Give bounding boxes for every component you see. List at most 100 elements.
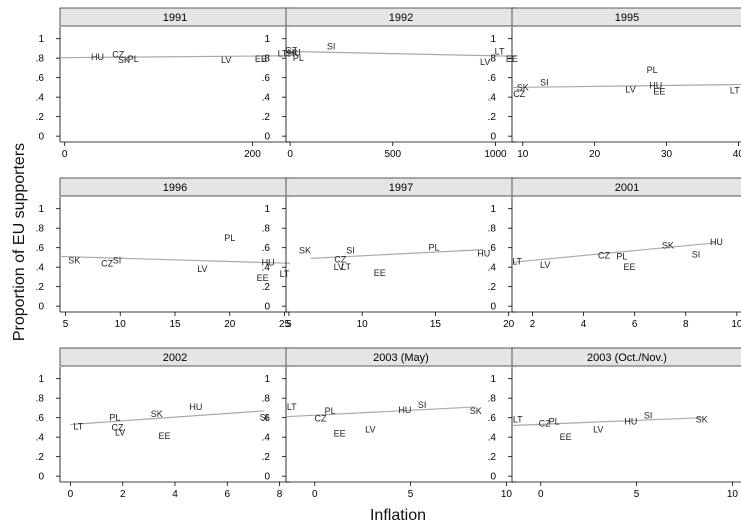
y-tick-label: .4 xyxy=(262,93,271,104)
x-tick-label: 8 xyxy=(277,489,283,500)
point-label-pl: PL xyxy=(428,243,439,253)
point-label-hu: HU xyxy=(477,249,490,259)
point-label-sk: SK xyxy=(299,246,311,256)
x-tick-label: 20 xyxy=(503,319,515,330)
fit-line xyxy=(310,249,484,259)
y-tick-label: .2 xyxy=(262,452,271,463)
panel-title: 1991 xyxy=(163,12,187,24)
y-tick-label: 0 xyxy=(490,132,496,143)
y-tick-label: .8 xyxy=(262,394,271,405)
y-tick-label: .2 xyxy=(262,282,271,293)
x-tick-label: 2 xyxy=(530,319,536,330)
panel-title: 1997 xyxy=(389,182,413,194)
x-tick-label: 0 xyxy=(312,489,318,500)
x-tick-label: 6 xyxy=(224,489,230,500)
panel-title: 2001 xyxy=(615,182,639,194)
point-label-sk: SK xyxy=(286,48,298,58)
x-tick-label: 2 xyxy=(120,489,126,500)
x-tick-label: 20 xyxy=(589,149,601,160)
fit-line xyxy=(59,255,291,264)
point-label-cz: CZ xyxy=(513,89,525,99)
point-label-lv: LV xyxy=(221,55,231,65)
y-tick-label: 0 xyxy=(38,302,44,313)
x-tick-label: 8 xyxy=(683,319,689,330)
y-tick-label: 0 xyxy=(490,302,496,313)
y-tick-label: 1 xyxy=(38,374,44,385)
fit-line xyxy=(511,242,717,263)
x-tick-label: 4 xyxy=(172,489,178,500)
y-tick-label: 0 xyxy=(490,472,496,483)
y-tick-label: .6 xyxy=(36,243,45,254)
point-label-hu: HU xyxy=(649,80,662,90)
x-tick-label: 40 xyxy=(733,149,741,160)
y-tick-label: .6 xyxy=(262,73,271,84)
point-label-cz: CZ xyxy=(539,419,551,429)
point-label-ee: EE xyxy=(334,428,346,438)
y-tick-label: .2 xyxy=(36,452,45,463)
x-tick-label: 10 xyxy=(727,489,739,500)
y-tick-label: .4 xyxy=(36,433,45,444)
panel-header xyxy=(511,177,741,197)
y-tick-label: .4 xyxy=(36,93,45,104)
point-label-si: SI xyxy=(260,413,269,423)
point-label-sk: SK xyxy=(662,241,674,251)
x-tick-label: 1000 xyxy=(484,149,507,160)
y-tick-label: .8 xyxy=(36,224,45,235)
point-label-hu: HU xyxy=(398,405,411,415)
fit-line xyxy=(511,83,741,89)
y-tick-label: .4 xyxy=(36,263,45,274)
x-tick-label: 5 xyxy=(634,489,640,500)
x-tick-label: 500 xyxy=(384,149,401,160)
point-label-lv: LV xyxy=(625,84,635,94)
y-tick-label: .2 xyxy=(488,282,497,293)
fit-line xyxy=(70,410,264,426)
fit-line xyxy=(285,50,517,57)
fit-line xyxy=(511,417,702,427)
y-tick-label: 1 xyxy=(38,34,44,45)
fit-line xyxy=(59,55,291,59)
point-label-si: SI xyxy=(692,250,701,260)
x-tick-label: 15 xyxy=(169,319,181,330)
y-tick-label: .2 xyxy=(36,282,45,293)
y-tick-label: .8 xyxy=(488,54,497,65)
y-tick-label: .6 xyxy=(36,73,45,84)
y-tick-label: .8 xyxy=(262,54,271,65)
x-tick-label: 0 xyxy=(62,149,68,160)
point-label-lt: LT xyxy=(278,48,288,58)
x-tick-label: 4 xyxy=(581,319,587,330)
y-tick-label: .6 xyxy=(262,243,271,254)
x-tick-label: 30 xyxy=(661,149,673,160)
panel-title: 1996 xyxy=(163,182,187,194)
point-label-lv: LV xyxy=(480,57,490,67)
y-tick-label: 1 xyxy=(38,204,44,215)
point-label-si: SI xyxy=(113,255,122,265)
y-axis-title: Proportion of EU supporters xyxy=(11,143,28,341)
y-tick-label: 1 xyxy=(264,34,270,45)
y-tick-label: .4 xyxy=(262,433,271,444)
x-tick-label: 10 xyxy=(115,319,127,330)
x-axis-title: Inflation xyxy=(370,507,426,524)
y-tick-label: .4 xyxy=(262,263,271,274)
panel-title: 2002 xyxy=(163,352,187,364)
y-tick-label: 0 xyxy=(264,472,270,483)
point-label-ee: EE xyxy=(653,86,665,96)
point-label-sk: SK xyxy=(151,409,163,419)
y-tick-label: .8 xyxy=(488,394,497,405)
x-tick-label: 10 xyxy=(517,149,529,160)
x-tick-label: 5 xyxy=(286,319,292,330)
point-label-pl: PL xyxy=(224,233,235,243)
y-tick-label: .4 xyxy=(488,263,497,274)
point-label-pl: PL xyxy=(549,417,560,427)
point-label-lt: LT xyxy=(512,256,522,266)
panel-title: 1992 xyxy=(389,12,413,24)
point-label-lv: LV xyxy=(197,264,207,274)
y-tick-label: .6 xyxy=(262,413,271,424)
y-tick-label: .2 xyxy=(36,112,45,123)
y-tick-label: 1 xyxy=(490,34,496,45)
